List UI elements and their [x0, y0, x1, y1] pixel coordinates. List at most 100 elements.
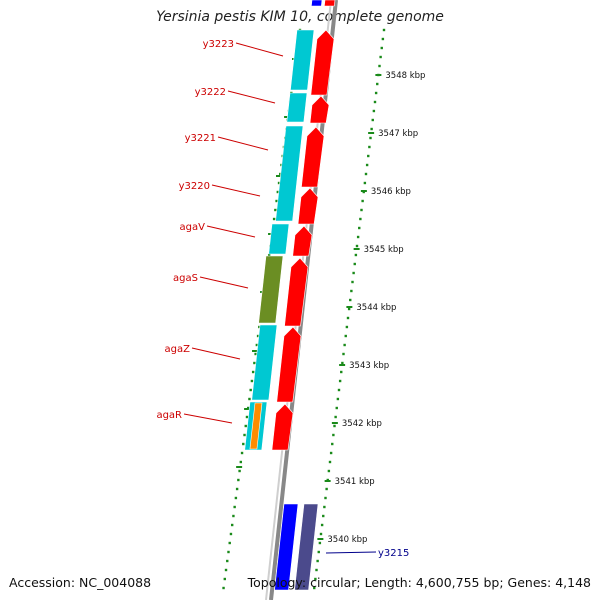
- tick-dot: [359, 217, 362, 221]
- tick-dot: [361, 199, 364, 203]
- gene-label-y3222: y3222: [195, 87, 226, 98]
- feature-block: [286, 92, 308, 123]
- tick-dot: [232, 514, 235, 518]
- tick-dot: [378, 64, 381, 68]
- feature-block: [311, 0, 323, 7]
- tick-dot: [342, 352, 345, 356]
- tick-dot: [254, 352, 257, 356]
- tick-dot: [352, 271, 355, 275]
- tick-dot: [267, 253, 271, 257]
- feature-block: [251, 324, 278, 401]
- tick-dot: [381, 37, 385, 41]
- gene-label-y3220: y3220: [179, 181, 210, 192]
- tick-dot: [371, 118, 374, 122]
- gene-label-agaS: agaS: [173, 273, 198, 284]
- tick-dot: [222, 586, 225, 590]
- tick-dot: [353, 262, 356, 266]
- tick-dot: [332, 433, 335, 437]
- tick-dot: [237, 478, 240, 482]
- tick-dot: [223, 577, 226, 581]
- tick-dot: [235, 487, 239, 491]
- tick-dot: [324, 496, 327, 500]
- tick-dot: [351, 280, 354, 284]
- forward-gene-arrow: [276, 326, 302, 403]
- tick-dot: [238, 469, 241, 473]
- tick-dot: [276, 190, 280, 194]
- tick-dot: [245, 415, 249, 419]
- position-label: 3541 kbp: [335, 477, 375, 487]
- tick-dot: [364, 172, 368, 176]
- tick-dot: [338, 379, 342, 383]
- leader-line: [227, 90, 276, 104]
- tick-dot: [360, 208, 363, 212]
- leader-line: [211, 184, 261, 197]
- tick-dot: [337, 388, 341, 392]
- gene-label-agaV: agaV: [180, 222, 206, 233]
- forward-gene-arrow: [310, 29, 335, 96]
- tick-dot: [374, 91, 378, 95]
- tick-dot: [226, 559, 229, 563]
- feature-block: [268, 223, 290, 255]
- gene-labels: y3223 y3222 y3221 y3220 agaV agaS agaZ agaR y321…: [156, 39, 409, 559]
- tick-dot: [325, 487, 328, 491]
- tick-dot: [317, 550, 320, 554]
- tick-dot: [365, 163, 369, 167]
- tick-dot: [229, 532, 233, 536]
- tick-dot: [323, 505, 326, 509]
- position-label: 3547 kbp: [378, 129, 418, 139]
- tick-dot: [345, 325, 349, 329]
- position-label: 3546 kbp: [371, 187, 411, 197]
- tick-dot: [242, 442, 245, 446]
- reverse-gene-block: [274, 503, 299, 591]
- tick-dot: [343, 343, 346, 347]
- tick-dot: [277, 181, 281, 185]
- forward-gene-arrow: [271, 403, 294, 451]
- leader-line: [217, 136, 269, 151]
- tick-dot: [328, 460, 332, 464]
- tick-dot: [233, 505, 236, 509]
- gene-label-y3221: y3221: [185, 133, 216, 144]
- accession-text: Accession: NC_004088: [9, 575, 152, 590]
- tick-dot: [315, 568, 318, 572]
- feature-block: [258, 255, 284, 324]
- tick-dot: [335, 406, 338, 410]
- tick-dot: [382, 28, 386, 32]
- leader-line: [191, 347, 241, 360]
- tick-dot: [367, 154, 370, 158]
- outer-tick-ring-right: [313, 28, 386, 590]
- tick-dot: [340, 370, 343, 374]
- tick-dot: [228, 541, 231, 545]
- tick-dot: [316, 559, 319, 563]
- tick-dot: [368, 145, 371, 149]
- tick-dot: [239, 460, 243, 464]
- tick-dot: [329, 451, 333, 455]
- forward-gene-arrow: [309, 95, 330, 124]
- position-label: 3544 kbp: [356, 303, 396, 313]
- feature-block: [249, 402, 263, 450]
- tick-dot: [333, 424, 336, 428]
- tick-dot: [248, 397, 251, 401]
- tick-dot: [355, 244, 359, 248]
- tick-dot: [318, 541, 322, 545]
- forward-gene-arrow: [301, 126, 325, 188]
- tick-dot: [372, 109, 376, 113]
- feature-track: [244, 0, 336, 591]
- reverse-gene-block: [294, 503, 319, 591]
- position-label: 3545 kbp: [364, 245, 404, 255]
- gene-label-agaZ: agaZ: [165, 344, 191, 355]
- tick-dot: [344, 334, 347, 338]
- tick-dot: [363, 181, 367, 185]
- tick-dot: [341, 361, 344, 365]
- tick-dot: [356, 235, 360, 239]
- tick-dot: [314, 577, 317, 581]
- tick-dot: [322, 514, 325, 518]
- tick-dot: [256, 334, 260, 338]
- tick-dot: [227, 550, 230, 554]
- tick-dot: [347, 307, 351, 311]
- tick-dot: [249, 388, 252, 392]
- tick-dot: [234, 496, 238, 500]
- leader-line: [199, 276, 249, 289]
- position-labels: 3548 kbp 3547 kbp 3546 kbp 3545 kbp 3544 kbp…: [327, 71, 425, 545]
- tick-dot: [350, 289, 353, 293]
